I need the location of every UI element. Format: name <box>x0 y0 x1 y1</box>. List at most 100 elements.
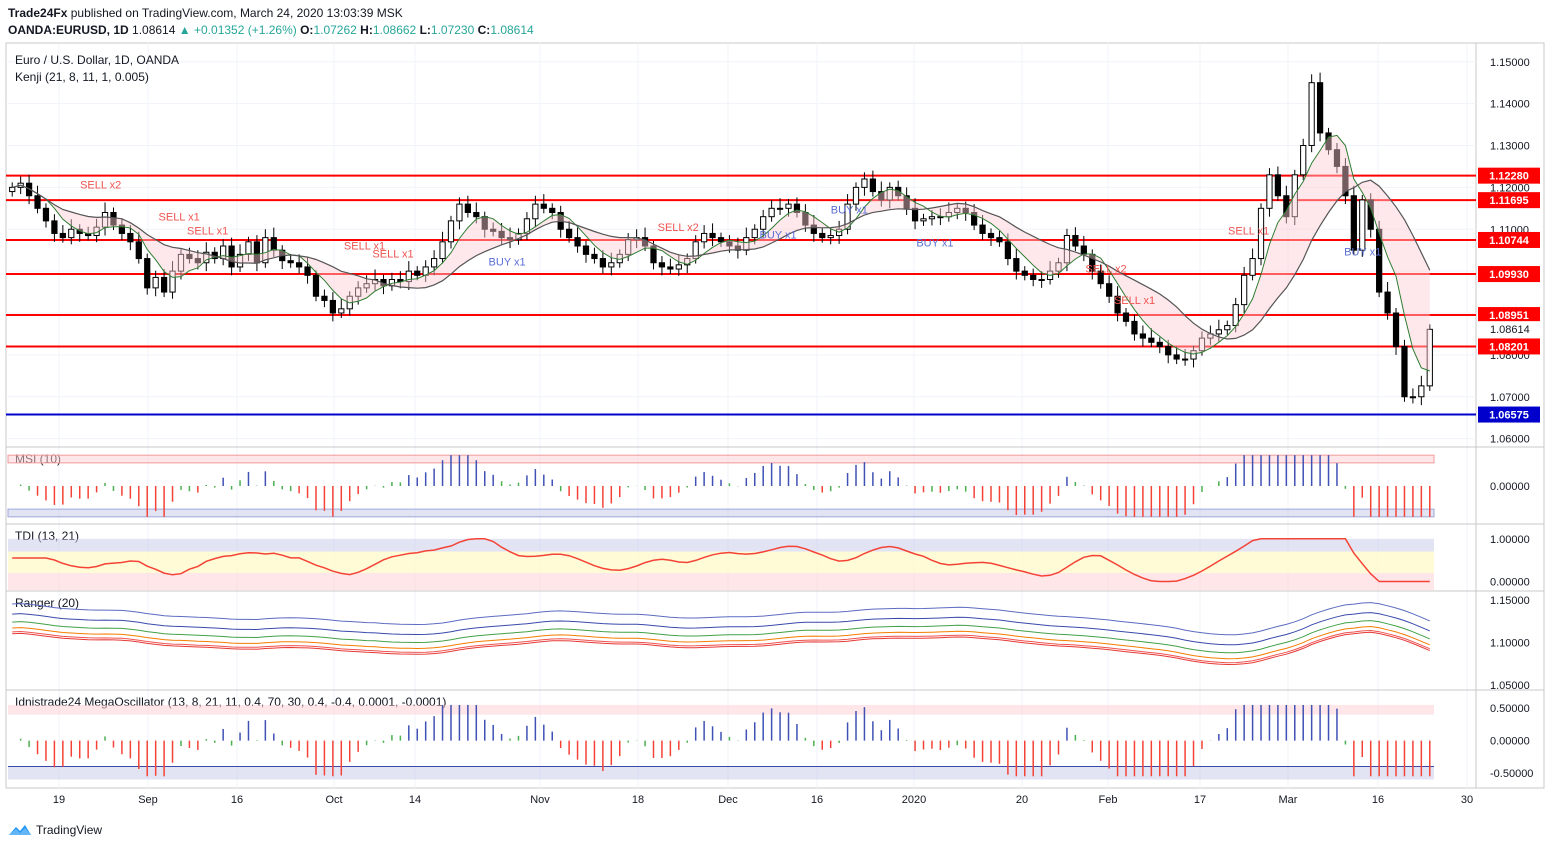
candle-body <box>1342 165 1349 197</box>
candle-body <box>1316 82 1324 134</box>
price-level-tag <box>1478 192 1540 209</box>
kenji-slow-line <box>12 179 1431 340</box>
candle-body <box>355 287 362 297</box>
candle-body <box>51 220 58 234</box>
candle-body <box>1080 245 1087 255</box>
candle-body <box>127 232 134 243</box>
candle-body <box>1224 325 1231 331</box>
ranger-line <box>12 620 1430 654</box>
candle-body <box>42 207 50 222</box>
candle-body <box>456 203 463 222</box>
price-level-label: 1.10744 <box>1489 235 1530 247</box>
y-tick-label: 1.13000 <box>1490 141 1530 153</box>
candle-body <box>1139 333 1147 339</box>
candle-body <box>675 264 682 270</box>
overbought-zone <box>7 454 1435 464</box>
buy-signal-label: BUY x1 <box>916 238 953 250</box>
candle-body <box>405 270 412 283</box>
open-label: O: <box>300 23 314 37</box>
candle-body <box>506 237 514 241</box>
candle-body <box>1021 270 1028 276</box>
indicator-y-tick: 0.50000 <box>1490 703 1530 715</box>
candle-body <box>1106 283 1113 297</box>
publish-line: Trade24Fx published on TradingView.com, … <box>8 6 403 20</box>
candle-body <box>1308 82 1315 146</box>
candle-body <box>338 308 345 314</box>
candle-body <box>1392 312 1400 347</box>
candle-body <box>1401 346 1408 398</box>
open-value: 1.07262 <box>313 23 357 37</box>
x-tick-label: 16 <box>231 794 243 806</box>
candle-body <box>844 203 851 230</box>
price-level-tag <box>1478 167 1540 184</box>
candle-body <box>312 274 320 297</box>
indicator-y-tick: 1.10000 <box>1490 637 1530 649</box>
tdi-upper-zone <box>8 538 1434 552</box>
candle-body <box>996 237 1003 243</box>
sell-signal-label: SELL x1 <box>187 226 228 238</box>
indicator-y-tick: 1.05000 <box>1490 680 1530 692</box>
candle-body <box>363 283 370 289</box>
candle-body <box>852 186 860 205</box>
x-tick-label: 18 <box>632 794 644 806</box>
price-level-label: 1.09930 <box>1489 269 1529 281</box>
tradingview-brand[interactable]: TradingView <box>8 823 102 837</box>
candle-body <box>430 258 438 268</box>
candle-body <box>650 245 657 264</box>
x-tick-label: 17 <box>1194 794 1206 806</box>
candle-body <box>1426 328 1433 387</box>
x-tick-label: Dec <box>718 794 738 806</box>
x-tick-label: Mar <box>1279 794 1298 806</box>
candle-body <box>903 195 910 209</box>
candle-body <box>549 207 556 213</box>
candle-body <box>1241 274 1248 306</box>
candle-body <box>1266 174 1273 209</box>
candle-body <box>1165 346 1172 356</box>
candle-body <box>869 178 876 193</box>
high-label: H: <box>360 23 373 37</box>
candle-body <box>540 203 547 209</box>
price-level-label: 1.06575 <box>1489 410 1529 422</box>
candle-body <box>878 191 885 201</box>
candle-body <box>920 218 927 222</box>
brand-label: TradingView <box>36 823 103 837</box>
candle-body <box>979 224 986 234</box>
candle-body <box>135 241 142 260</box>
candle-body <box>473 212 480 218</box>
candle-body <box>1291 174 1298 218</box>
price-change: +0.01352 (+1.26%) <box>194 23 297 37</box>
candle-body <box>1257 207 1265 260</box>
sell-signal-label: SELL x1 <box>1114 295 1155 307</box>
candle-body <box>439 241 446 260</box>
x-tick-label: Sep <box>138 794 158 806</box>
buy-signal-label: BUY x1 <box>1344 246 1381 258</box>
candle-body <box>490 228 497 232</box>
ranger-line <box>12 612 1430 646</box>
candle-body <box>1359 199 1366 251</box>
candle-body <box>911 207 919 222</box>
mega-upper-zone <box>8 704 1434 715</box>
mega-lower-zone <box>8 766 1434 780</box>
buy-signal-label: BUY x1 <box>759 229 796 241</box>
candle-body <box>861 178 868 188</box>
candle-body <box>152 276 159 289</box>
candle-body <box>144 258 151 289</box>
candle-body <box>793 203 801 213</box>
candle-body <box>414 270 421 276</box>
candle-body <box>270 237 277 251</box>
sell-signal-label: SELL x1 <box>1228 226 1269 238</box>
candle-body <box>1004 241 1012 260</box>
candle-body <box>1190 350 1197 360</box>
sell-signal-label: SELL x1 <box>372 249 413 261</box>
candle-body <box>1300 145 1307 176</box>
candle-body <box>827 235 834 239</box>
time-axis[interactable]: 19 Sep 16 Oct 14 Nov 18 Dec 16 2020 20 Feb 17 Mar 16 30 <box>53 794 1473 806</box>
price-level-tag <box>1478 338 1540 355</box>
publisher-name[interactable]: Trade24Fx <box>8 6 68 20</box>
price-axis[interactable]: 1.150001.140001.130001.120001.110001.100… <box>1478 57 1540 780</box>
last-price-label: 1.08614 <box>1490 324 1530 336</box>
candle-body <box>329 299 336 314</box>
candle-body <box>658 262 666 268</box>
